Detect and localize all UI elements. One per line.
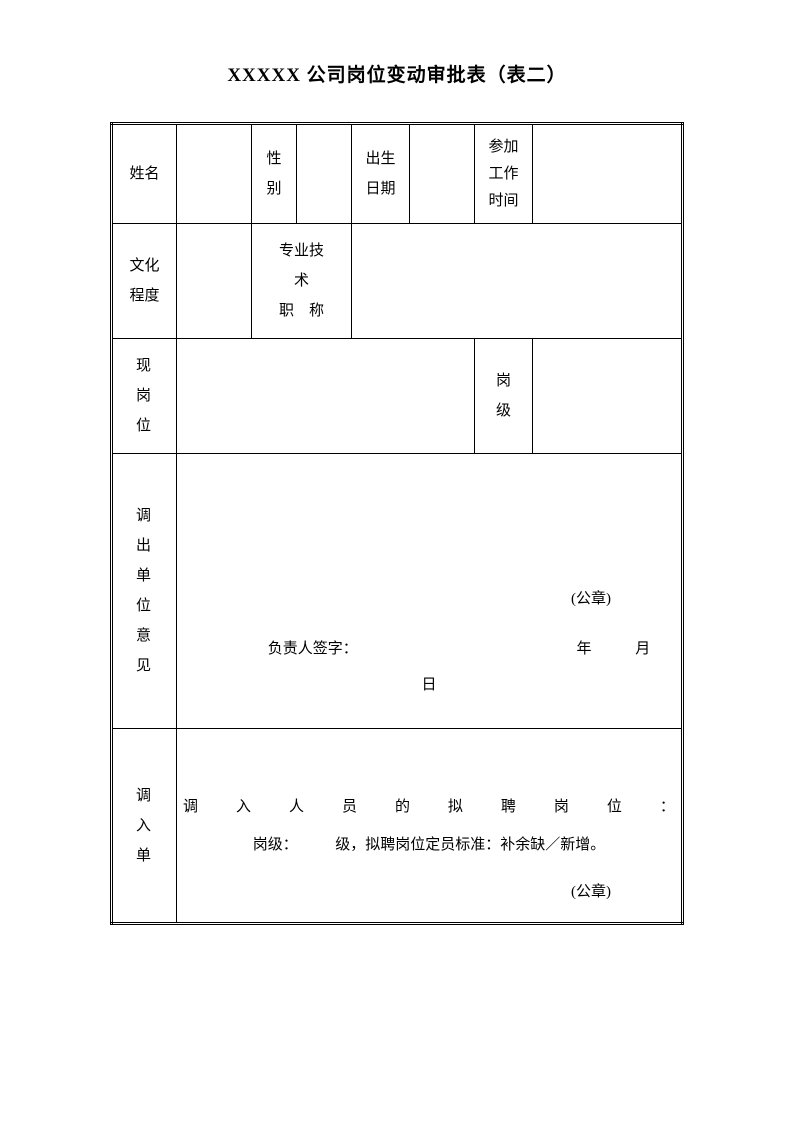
field-professional-title xyxy=(352,224,683,339)
field-education xyxy=(177,224,252,339)
field-post-level xyxy=(533,339,683,454)
day-label: 日 xyxy=(421,667,436,703)
row-basic-info: 姓名 性 别 出生 日期 参加 工作 时间 xyxy=(112,124,683,224)
label-birth-date: 出生 日期 xyxy=(352,124,410,224)
label-current-position: 现 岗 位 xyxy=(112,339,177,454)
field-work-start xyxy=(533,124,683,224)
label-name: 姓名 xyxy=(112,124,177,224)
field-out-unit-opinion: (公章) 负责人签字： 年 月 日 xyxy=(177,454,683,729)
field-birth-date xyxy=(410,124,475,224)
incoming-line1-char: 位 xyxy=(607,792,622,822)
label-gender: 性 别 xyxy=(252,124,297,224)
incoming-line1-char: ： xyxy=(660,792,675,822)
field-name xyxy=(177,124,252,224)
incoming-line1-char: 员 xyxy=(342,792,357,822)
incoming-line1-char: 调 xyxy=(183,792,198,822)
label-post-level: 岗 级 xyxy=(475,339,533,454)
signature-line-out: 负责人签字： 年 月 日 xyxy=(192,631,666,703)
incoming-line1-char: 人 xyxy=(289,792,304,822)
stamp-text-in: (公章) xyxy=(571,877,611,907)
incoming-line2: 岗级： 级，拟聘岗位定员标准：补余缺／新增。 xyxy=(183,830,675,860)
label-in-unit-opinion: 调 入 单 xyxy=(112,729,177,924)
incoming-line1-char: 的 xyxy=(395,792,410,822)
field-in-unit-opinion: 调 入 人 员 的 拟 聘 岗 位 ： 岗级： 级，拟聘岗位定员标准：补余缺／新增。 (公章) xyxy=(177,729,683,924)
incoming-line1: 调 入 人 员 的 拟 聘 岗 位 ： xyxy=(183,792,675,822)
label-out-unit-opinion: 调 出 单 位 意 见 xyxy=(112,454,177,729)
field-gender xyxy=(297,124,352,224)
incoming-line1-char: 聘 xyxy=(501,792,516,822)
row-in-unit-opinion: 调 入 单 调 入 人 员 的 拟 聘 岗 位 ： 岗级： 级，拟聘岗位定员标准：补余缺／新增。 … xyxy=(112,729,683,924)
label-work-start: 参加 工作 时间 xyxy=(475,124,533,224)
year-label: 年 xyxy=(576,631,591,667)
incoming-line1-char: 岗 xyxy=(554,792,569,822)
label-education: 文化 程度 xyxy=(112,224,177,339)
row-out-unit-opinion: 调 出 单 位 意 见 (公章) 负责人签字： 年 月 日 xyxy=(112,454,683,729)
label-professional-title: 专业技 术 职 称 xyxy=(252,224,352,339)
row-education: 文化 程度 专业技 术 职 称 xyxy=(112,224,683,339)
month-label: 月 xyxy=(635,631,650,667)
row-current-position: 现 岗 位 岗 级 xyxy=(112,339,683,454)
incoming-line1-char: 入 xyxy=(236,792,251,822)
incoming-line1-char: 拟 xyxy=(448,792,463,822)
stamp-text-out: (公章) xyxy=(571,584,611,614)
approval-form-table: 姓名 性 别 出生 日期 参加 工作 时间 文化 程度 专业技 术 职 称 现 … xyxy=(110,122,684,925)
field-current-position xyxy=(177,339,475,454)
form-title: XXXXX 公司岗位变动审批表（表二） xyxy=(110,60,684,87)
sign-prefix: 负责人签字： xyxy=(268,631,358,667)
